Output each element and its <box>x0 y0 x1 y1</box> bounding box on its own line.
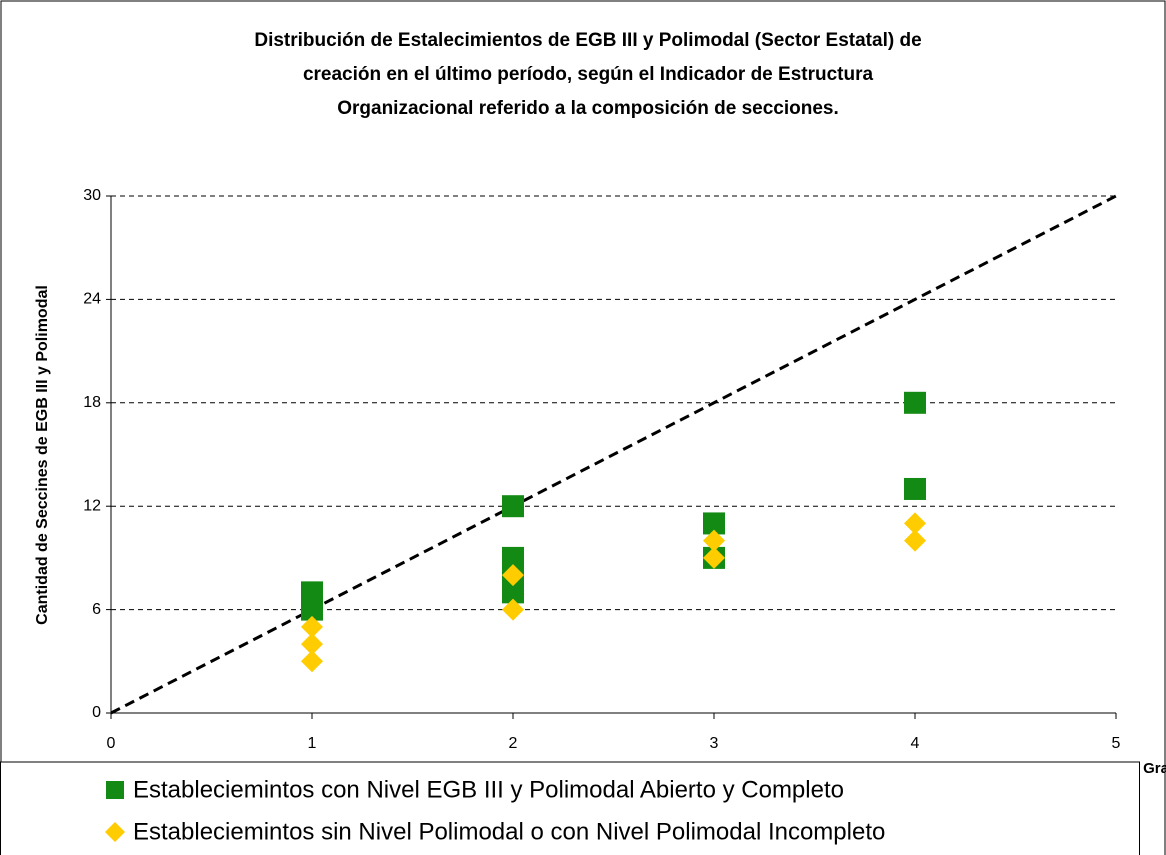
y-tick-label: 30 <box>83 187 101 204</box>
legend-marker <box>106 781 124 799</box>
x-tick-label: 2 <box>509 735 518 752</box>
point <box>301 598 323 621</box>
point <box>502 598 524 621</box>
point <box>502 495 524 518</box>
point <box>904 391 926 414</box>
legend-label: Estableciemintos sin Nivel Polimodal o c… <box>133 818 885 845</box>
point <box>904 529 926 552</box>
legend-box <box>0 761 1140 855</box>
x-tick-label: 5 <box>1112 735 1121 752</box>
point <box>904 477 926 500</box>
y-axis-label: Cantidad de Seccines de EGB III y Polimo… <box>34 285 51 625</box>
point <box>703 546 725 569</box>
trend-line <box>110 194 1117 715</box>
point <box>502 546 524 569</box>
x-tick-label: 0 <box>107 735 116 752</box>
point <box>703 529 725 552</box>
chart-title: Distribución de Estalecimientos de EGB I… <box>254 30 921 51</box>
legend-label: Estableciemintos con Nivel EGB III y Pol… <box>133 776 844 803</box>
x-tick-label: 4 <box>911 735 920 752</box>
x-tick-label: 1 <box>308 735 317 752</box>
chart-title: Organizacional referido a la composición… <box>337 98 839 119</box>
legend-marker <box>105 822 125 842</box>
point <box>301 650 323 673</box>
point <box>904 512 926 535</box>
y-tick-label: 24 <box>83 291 101 308</box>
point <box>502 581 524 604</box>
y-tick-label: 12 <box>83 497 101 514</box>
y-tick-label: 6 <box>92 601 101 618</box>
point <box>301 615 323 638</box>
y-tick-label: 0 <box>92 704 101 721</box>
y-tick-label: 18 <box>83 394 101 411</box>
point <box>301 633 323 656</box>
point <box>502 564 524 587</box>
point <box>703 512 725 535</box>
chart-title: creación en el último período, según el … <box>303 64 874 85</box>
x-tick-label: 3 <box>710 735 719 752</box>
